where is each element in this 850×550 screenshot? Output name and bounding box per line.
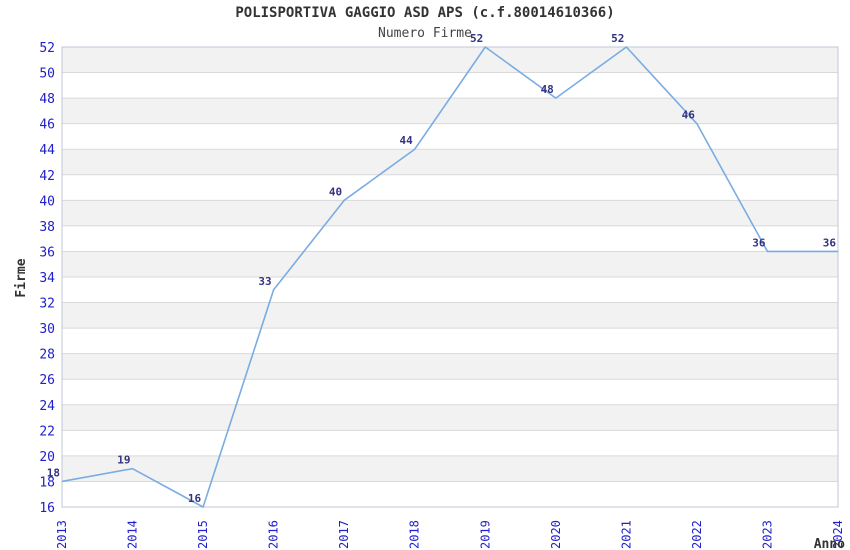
y-axis-title: Firme	[14, 258, 29, 297]
y-tick-label: 18	[39, 475, 55, 490]
y-tick-label: 46	[39, 118, 55, 133]
y-tick-label: 38	[39, 220, 55, 235]
x-tick-label: 2021	[619, 520, 633, 549]
y-tick-label: 48	[39, 92, 55, 107]
y-tick-label: 28	[39, 348, 55, 363]
x-tick-label: 2023	[760, 520, 774, 549]
point-label: 33	[258, 275, 271, 288]
y-tick-label: 32	[39, 297, 55, 312]
x-tick-label: 2014	[126, 520, 140, 549]
y-tick-label: 34	[39, 271, 55, 286]
x-tick-label: 2015	[196, 520, 210, 549]
y-tick-label: 20	[39, 450, 55, 465]
x-tick-label: 2018	[408, 520, 422, 549]
y-tick-label: 24	[39, 399, 55, 414]
y-tick-label: 30	[39, 322, 55, 337]
chart-title: POLISPORTIVA GAGGIO ASD APS (c.f.8001461…	[235, 5, 615, 21]
point-label: 52	[470, 32, 483, 45]
grid-band	[62, 353, 838, 380]
plot-border	[61, 46, 839, 508]
point-label: 40	[329, 185, 342, 198]
x-tick-label: 2017	[337, 520, 351, 549]
point-label: 36	[752, 236, 766, 249]
point-label: 18	[47, 466, 60, 479]
point-label: 16	[188, 492, 202, 505]
x-tick-label: 2020	[549, 520, 563, 549]
x-tick-label: 2019	[478, 520, 492, 549]
y-tick-label: 22	[39, 424, 55, 439]
grid-band	[62, 251, 838, 277]
y-tick-label: 50	[39, 67, 55, 82]
x-tick-label: 2022	[690, 520, 704, 549]
chart-subtitle: Numero Firme	[378, 26, 472, 41]
grid-band	[62, 200, 838, 226]
grid-band	[62, 149, 838, 175]
x-tick-label: 2013	[55, 520, 69, 549]
y-tick-label: 44	[39, 143, 55, 158]
y-tick-label: 40	[39, 194, 55, 209]
point-label: 46	[682, 109, 696, 122]
point-label: 52	[611, 32, 624, 45]
y-tick-label: 26	[39, 373, 55, 388]
y-tick-label: 52	[39, 41, 55, 56]
x-tick-label: 2024	[831, 520, 845, 549]
grid-band	[62, 47, 838, 73]
point-label: 19	[117, 454, 130, 467]
point-label: 36	[823, 236, 837, 249]
point-label: 48	[541, 83, 554, 96]
x-tick-label: 2016	[267, 520, 281, 549]
data-line	[61, 46, 838, 508]
y-tick-label: 16	[39, 501, 55, 516]
y-tick-label: 42	[39, 169, 55, 184]
x-axis-title: Anno	[814, 537, 845, 550]
grid-band	[62, 302, 838, 329]
point-label: 44	[399, 134, 413, 147]
grid-band	[62, 404, 838, 431]
y-tick-label: 36	[39, 245, 55, 260]
grid-band	[62, 455, 838, 482]
grid-band	[62, 98, 838, 124]
